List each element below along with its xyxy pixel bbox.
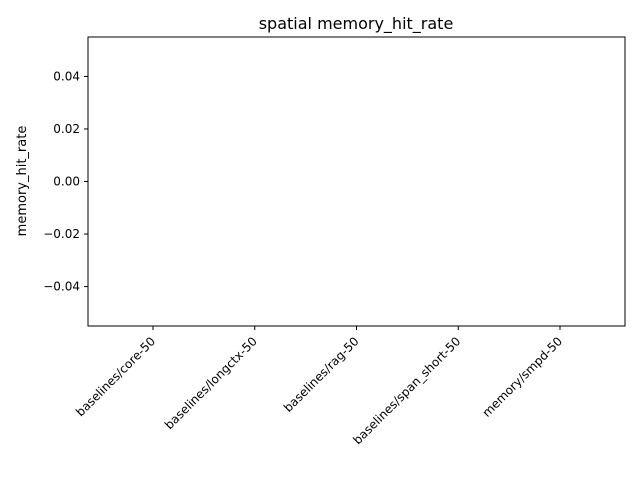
y-tick-label: 0.02 [53,122,80,136]
y-tick-label: 0.00 [53,175,80,189]
plot-area [87,36,626,327]
x-axis-ticks: baselines/core-50 baselines/longctx-50 bas… [73,326,565,447]
y-axis-label: memory_hit_rate [15,126,30,237]
x-tick-label: memory/smpd-50 [480,334,566,420]
x-tick-label: baselines/rag-50 [281,334,362,415]
y-tick-label: 0.04 [53,69,80,83]
x-tick-label: baselines/core-50 [73,334,158,419]
x-tick-label: baselines/span_short-50 [350,334,463,447]
chart-title: spatial memory_hit_rate [259,14,454,34]
y-tick-label: −0.04 [43,280,80,294]
y-axis-ticks: −0.04 −0.02 0.00 0.02 0.04 [43,69,88,294]
y-tick-label: −0.02 [43,227,80,241]
plot-frame [87,36,626,327]
x-tick-label: baselines/longctx-50 [162,334,260,432]
